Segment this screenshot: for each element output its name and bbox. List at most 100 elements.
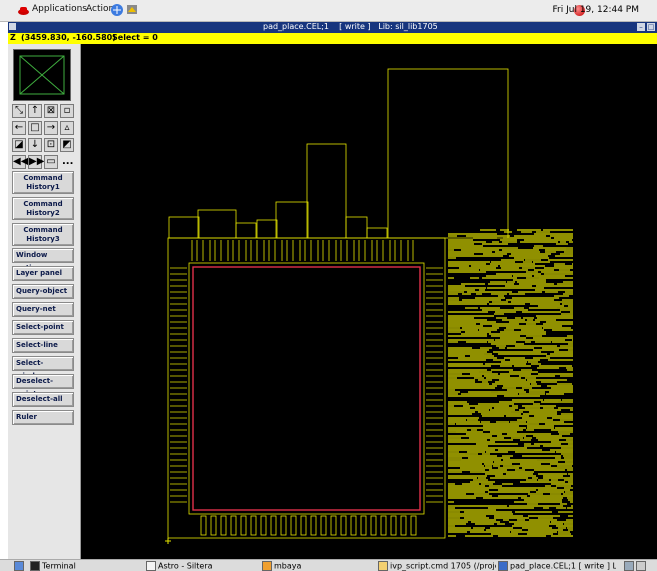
block-outlines — [168, 68, 509, 239]
block-outline — [235, 222, 257, 239]
deselect-all-button[interactable]: Deselect-all — [12, 392, 74, 407]
button-label: Command — [23, 200, 63, 208]
top-panel: Applications Actions Fri Jul 19, 12:44 P… — [0, 0, 657, 22]
pad — [340, 515, 347, 536]
more-tools[interactable]: ... — [62, 156, 74, 167]
pad — [410, 515, 417, 536]
overview-window[interactable] — [13, 49, 71, 101]
taskbar-item-mbaya[interactable]: mbaya — [262, 561, 372, 571]
window-menu-button[interactable] — [9, 23, 16, 30]
applications-menu[interactable]: Applications — [32, 4, 87, 14]
block-outline — [366, 227, 388, 239]
origin-marker — [165, 538, 171, 544]
pad — [230, 515, 237, 536]
pad — [370, 515, 377, 536]
pan-left-icon[interactable]: ← — [12, 121, 26, 135]
taskbar: Terminal Astro - Siltera mbaya ivp_scrip… — [0, 559, 657, 571]
layout-canvas[interactable] — [81, 44, 657, 559]
zoom-in-icon[interactable]: ⊠ — [44, 104, 58, 118]
taskbar-item-script[interactable]: ivp_script.cmd 1705 (/projects/lay — [378, 561, 496, 571]
command-history3-button[interactable]: Command History3 — [12, 223, 74, 246]
inner-frame — [188, 262, 425, 515]
pad — [330, 515, 337, 536]
query-net-button[interactable]: Query-net — [12, 302, 74, 317]
block-outline — [256, 219, 278, 239]
pad — [200, 515, 207, 536]
taskbar-label: ivp_script.cmd 1705 (/projects/lay — [390, 561, 496, 571]
block-outline — [387, 68, 509, 239]
workspace-switcher[interactable] — [624, 561, 654, 571]
taskbar-item-astro[interactable]: Astro - Siltera — [146, 561, 256, 571]
redhat-icon — [18, 5, 29, 16]
layer-panel-button[interactable]: Layer panel — [12, 266, 74, 281]
pad-ring-frame — [167, 237, 446, 539]
redraw-icon[interactable]: □ — [28, 121, 42, 135]
block-outline — [197, 209, 237, 239]
taskbar-label: mbaya — [274, 561, 302, 571]
window-title: pad_place.CEL;1 [ write ] Lib: sil_lib17… — [263, 22, 438, 31]
taskbar-label: Terminal — [42, 561, 76, 571]
fast-forward-icon[interactable]: ▶▶ — [28, 155, 45, 169]
button-label: History3 — [26, 235, 60, 243]
clock[interactable]: Fri Jul 19, 12:44 PM — [552, 5, 639, 15]
taskbar-item-terminal[interactable]: Terminal — [30, 561, 140, 571]
update-notifier-icon[interactable] — [574, 5, 585, 16]
minimize-button[interactable]: – — [637, 23, 645, 31]
zoom-indicator: Z — [10, 33, 16, 42]
command-history2-button[interactable]: Command History2 — [12, 197, 74, 220]
pad — [210, 515, 217, 536]
pad — [280, 515, 287, 536]
pad — [390, 515, 397, 536]
pad — [260, 515, 267, 536]
zoom-fit-icon[interactable]: ⤡ — [12, 104, 26, 118]
layout-drawing — [165, 68, 573, 544]
pad — [300, 515, 307, 536]
pan-right-icon[interactable]: → — [44, 121, 58, 135]
pad — [380, 515, 387, 536]
previous-view-icon[interactable]: ◪ — [12, 138, 26, 152]
deselect-point-button[interactable]: Deselect-point — [12, 374, 74, 398]
tool-panel: ⤡ ↑ ⊠ ▫ ← □ → ▵ ◪ ↓ ⊡ ◩ ◀◀ ▶▶ ▭ ... Comm… — [8, 44, 81, 559]
pad — [240, 515, 247, 536]
block-outline — [168, 216, 200, 239]
routing-region — [448, 229, 573, 537]
grid-icon[interactable]: ⊡ — [44, 138, 58, 152]
cursor-coordinates: (3459.830, -160.580) — [21, 33, 116, 42]
pan-down-icon[interactable]: ↓ — [28, 138, 42, 152]
block-outline — [345, 216, 368, 239]
pad — [220, 515, 227, 536]
actions-menu[interactable]: Actions — [86, 4, 119, 14]
save-view-icon[interactable]: ▭ — [44, 155, 58, 169]
pan-up-icon[interactable]: ↑ — [28, 104, 42, 118]
zoom-box-icon[interactable]: ▫ — [60, 104, 74, 118]
select-point-button[interactable]: Select-point — [12, 320, 74, 335]
pad — [360, 515, 367, 536]
select-line-button[interactable]: Select-line — [12, 338, 74, 353]
launcher-icons[interactable] — [110, 3, 140, 20]
zoom-out-icon[interactable]: ▵ — [60, 121, 74, 135]
window-titlebar[interactable]: pad_place.CEL;1 [ write ] Lib: sil_lib17… — [8, 22, 657, 33]
button-label: History2 — [26, 209, 60, 217]
ruler-button[interactable]: Ruler — [12, 410, 74, 425]
block-outline — [275, 201, 309, 239]
rewind-icon[interactable]: ◀◀ — [12, 155, 29, 169]
pad — [250, 515, 257, 536]
button-label: Command — [23, 174, 63, 182]
core-boundary — [192, 266, 421, 511]
pad — [350, 515, 357, 536]
select-window-button[interactable]: Select-window — [12, 356, 74, 380]
window-option-button[interactable]: Window option — [12, 248, 74, 272]
command-history1-button[interactable]: Command History1 — [12, 171, 74, 194]
button-label: Command — [23, 226, 63, 234]
pad — [310, 515, 317, 536]
taskbar-item-pad-place[interactable]: pad_place.CEL;1 [ write ] Lib: — [498, 561, 616, 571]
taskbar-label: Astro - Siltera — [158, 561, 213, 571]
pad — [320, 515, 327, 536]
selection-count: Select = 0 — [112, 33, 158, 42]
status-bar: Z (3459.830, -160.580) Select = 0 — [8, 33, 657, 44]
ruler-icon[interactable]: ◩ — [60, 138, 74, 152]
query-object-button[interactable]: Query-object — [12, 284, 74, 299]
pad — [400, 515, 407, 536]
taskbar-label: pad_place.CEL;1 [ write ] Lib: — [510, 561, 616, 571]
maximize-button[interactable]: □ — [647, 23, 655, 31]
